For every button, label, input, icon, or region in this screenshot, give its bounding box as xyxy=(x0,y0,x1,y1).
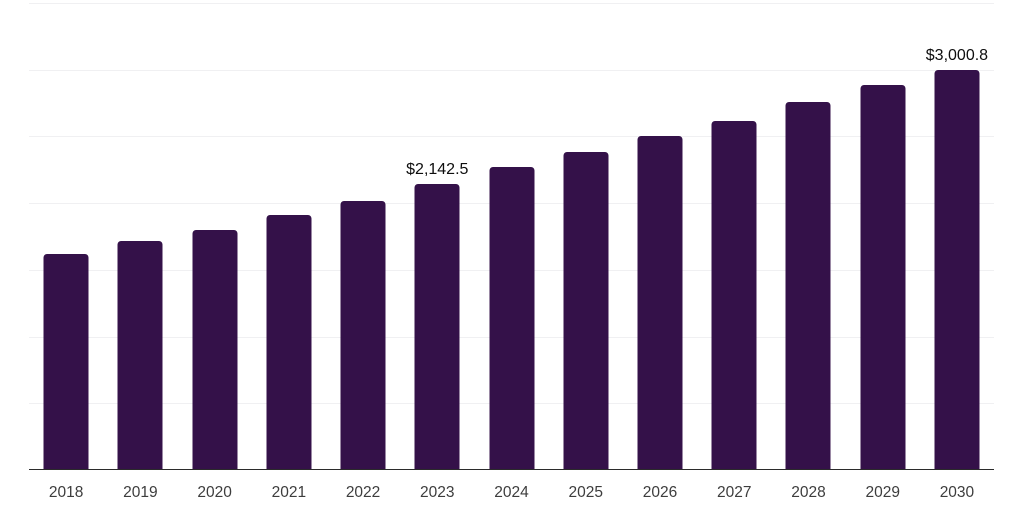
gridline xyxy=(29,136,994,138)
bar-column-2020 xyxy=(177,3,251,470)
x-tick-label-2019: 2019 xyxy=(123,484,158,501)
bar-value-label-2030: $3,000.8 xyxy=(925,46,989,64)
x-tick-label-2020: 2020 xyxy=(197,484,232,501)
bar-2018 xyxy=(43,254,89,470)
bar-2024 xyxy=(489,167,535,470)
x-tick-label-2023: 2023 xyxy=(420,484,455,501)
x-tick-label-2025: 2025 xyxy=(568,484,603,501)
bar-column-2018 xyxy=(29,3,103,470)
bar-2020 xyxy=(192,230,238,470)
bar-column-2027 xyxy=(697,3,771,470)
bar-2029 xyxy=(860,84,906,470)
plot-area: $2,142.5 $3,000.8 xyxy=(29,3,994,470)
bar-column-2030: $3,000.8 xyxy=(920,3,994,470)
x-tick-label-2024: 2024 xyxy=(494,484,529,501)
bar-column-2026 xyxy=(623,3,697,470)
bar-column-2024 xyxy=(474,3,548,470)
x-tick-label-2027: 2027 xyxy=(716,484,752,501)
x-tick-label-2028: 2028 xyxy=(791,484,826,501)
bar-2023 xyxy=(414,184,460,470)
x-tick-label-2026: 2026 xyxy=(642,484,678,501)
x-axis-line xyxy=(29,468,994,470)
bar-2022 xyxy=(340,200,386,470)
bar-2030 xyxy=(934,69,980,470)
gridline xyxy=(29,3,994,4)
x-tick-label-2022: 2022 xyxy=(345,484,381,501)
x-tick-label-2030: 2030 xyxy=(939,484,975,501)
gridline xyxy=(29,69,994,71)
bar-2025 xyxy=(563,152,609,470)
bar-column-2025 xyxy=(549,3,623,470)
x-tick-label-2018: 2018 xyxy=(48,484,84,501)
bar-column-2021 xyxy=(252,3,326,470)
bar-2019 xyxy=(117,241,163,470)
bar-column-2029 xyxy=(846,3,920,470)
bar-2028 xyxy=(785,102,831,470)
bar-column-2028 xyxy=(771,3,845,470)
x-axis-labels: 2018 2019 2020 2021 2022 2023 2024 2025 2026 2027… xyxy=(29,484,994,501)
x-tick-label-2029: 2029 xyxy=(865,484,900,501)
bars-row: $2,142.5 $3,000.8 xyxy=(29,3,994,470)
bar-2027 xyxy=(711,120,757,470)
bar-value-label-2023: $2,142.5 xyxy=(406,161,469,179)
bar-2026 xyxy=(637,135,683,470)
x-tick-label-2021: 2021 xyxy=(271,484,307,501)
bar-column-2019 xyxy=(103,3,177,470)
bar-column-2022 xyxy=(326,3,400,470)
bar-2021 xyxy=(266,214,312,470)
bar-column-2023: $2,142.5 xyxy=(400,3,474,470)
